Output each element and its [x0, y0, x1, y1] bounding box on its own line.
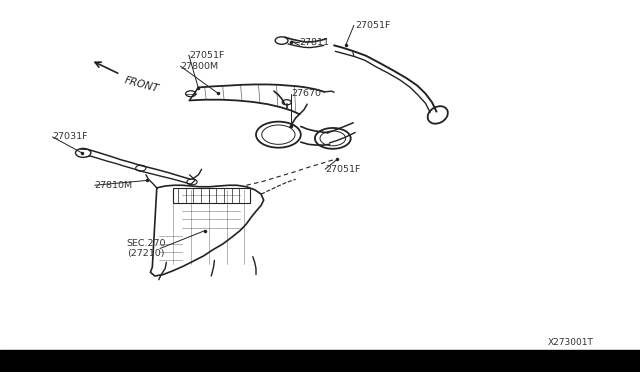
Text: 27800M: 27800M [180, 62, 219, 71]
Bar [173, 188, 250, 203]
Text: X273001T: X273001T [548, 339, 594, 347]
Text: 27051F: 27051F [325, 165, 360, 174]
Text: 27051F: 27051F [355, 21, 390, 30]
Text: 27811: 27811 [300, 38, 330, 47]
Text: 27031F: 27031F [52, 132, 88, 141]
Text: 27051F: 27051F [189, 51, 224, 60]
Text: FRONT: FRONT [124, 75, 161, 94]
Text: SEC.270
(27210): SEC.270 (27210) [127, 239, 166, 258]
Bar [0, 350, 640, 372]
Text: 27670: 27670 [291, 89, 321, 98]
Text: 27810M: 27810M [95, 181, 133, 190]
